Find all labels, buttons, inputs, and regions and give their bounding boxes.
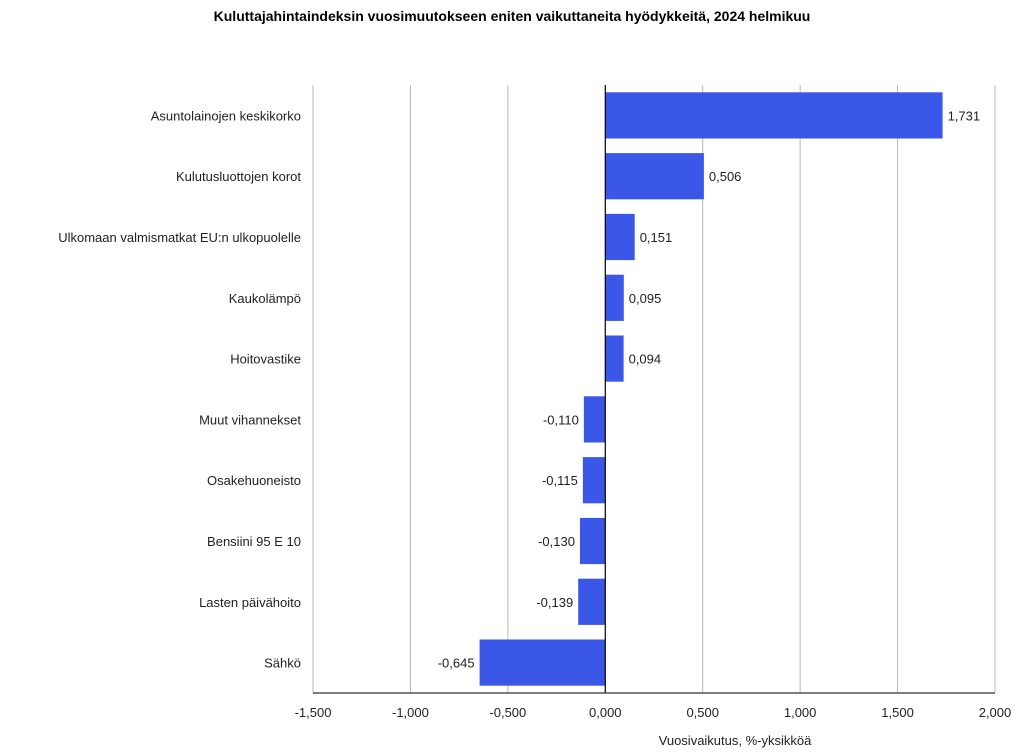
bar — [583, 396, 606, 443]
category-labels: Asuntolainojen keskikorko Kulutusluottoje… — [58, 108, 301, 670]
category-label: Hoitovastike — [230, 352, 301, 367]
tick-labels: -1,500 -1,000 -0,500 0,000 0,500 1,000 1,500 2,… — [295, 705, 1012, 720]
category-label: Kaukolämpö — [229, 291, 301, 306]
x-tick-label: -1,000 — [392, 705, 429, 720]
value-label: -0,130 — [538, 534, 575, 549]
bar — [605, 274, 624, 321]
x-tick-label: 1,500 — [881, 705, 914, 720]
category-label: Kulutusluottojen korot — [176, 169, 301, 184]
value-label: 0,094 — [629, 352, 662, 367]
bars — [479, 92, 943, 686]
x-axis-title: Vuosivaikutus, %-yksikköä — [659, 733, 812, 748]
gridlines — [312, 85, 996, 693]
axes — [313, 85, 995, 694]
category-label: Ulkomaan valmismatkat EU:n ulkopuolelle — [58, 230, 301, 245]
x-tick-label: 2,000 — [979, 705, 1012, 720]
category-label: Sähkö — [264, 656, 301, 671]
category-label: Bensiini 95 E 10 — [207, 534, 301, 549]
bar — [479, 639, 606, 686]
value-label: 1,731 — [948, 108, 981, 123]
x-tick-label: -0,500 — [489, 705, 526, 720]
bar — [605, 213, 635, 261]
x-tick-label: 0,000 — [589, 705, 622, 720]
x-tick-label: -1,500 — [295, 705, 332, 720]
bar — [605, 335, 624, 382]
chart-title: Kuluttajahintaindeksin vuosimuutokseen e… — [213, 8, 811, 24]
category-label: Muut vihannekset — [199, 412, 301, 427]
category-label: Lasten päivähoito — [199, 595, 301, 610]
value-label: 0,095 — [629, 291, 662, 306]
bar — [578, 578, 606, 625]
category-label: Osakehuoneisto — [207, 473, 301, 488]
bar — [579, 517, 606, 565]
value-label: 0,151 — [640, 230, 673, 245]
value-label: -0,110 — [543, 412, 579, 427]
value-label: -0,645 — [438, 656, 475, 671]
bar — [605, 153, 704, 200]
value-label: -0,115 — [542, 473, 578, 488]
x-tick-label: 1,000 — [784, 705, 817, 720]
value-label: -0,139 — [536, 595, 573, 610]
category-label: Asuntolainojen keskikorko — [151, 108, 301, 123]
value-label: 0,506 — [709, 169, 742, 184]
bar — [582, 457, 606, 504]
value-labels: 1,731 0,506 0,151 0,095 0,094 -0,110 -0,115 -0,… — [438, 108, 980, 670]
bar — [605, 92, 943, 139]
x-tick-label: 0,500 — [686, 705, 719, 720]
